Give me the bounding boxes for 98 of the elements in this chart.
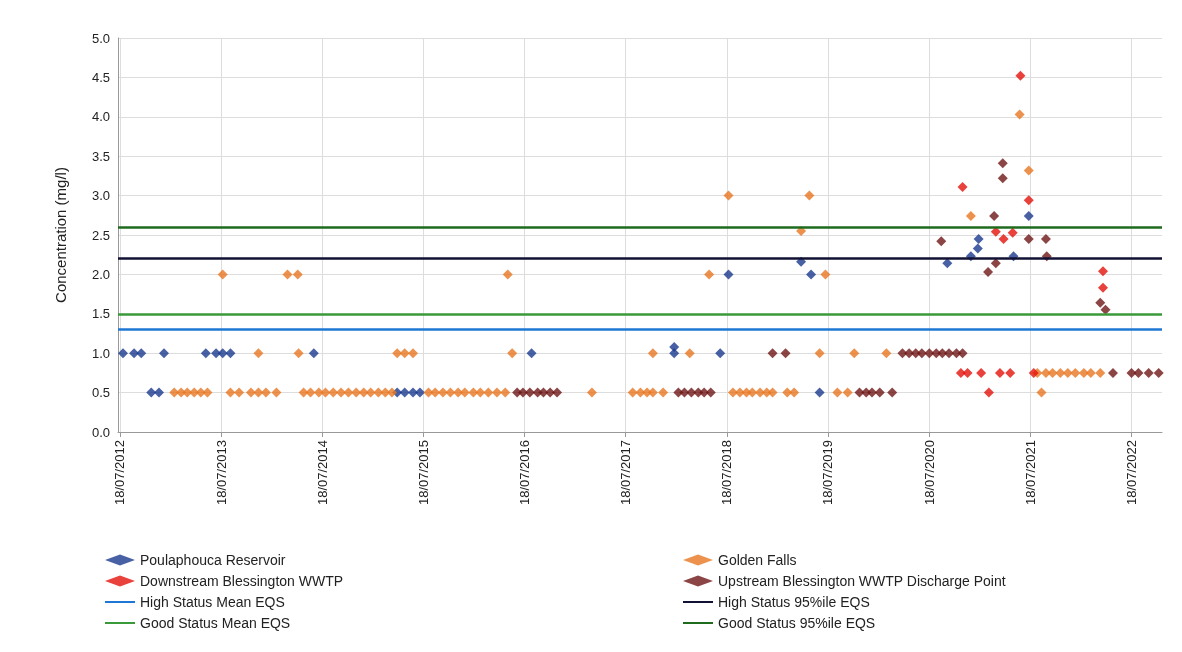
y-tick-label: 4.0 [91,109,110,125]
point [1005,367,1016,378]
point [1040,233,1051,244]
y-tick-label: 2.0 [91,266,110,282]
point [1143,367,1154,378]
point [924,348,935,359]
point [983,267,994,278]
point [1126,367,1137,378]
point [1133,367,1144,378]
point [887,387,898,398]
y-tick-label: 3.5 [91,148,110,164]
point [990,258,1001,269]
point [962,367,973,378]
x-tick-label: 18/07/2019 [820,440,836,506]
x-tick-label: 18/07/2014 [314,440,330,506]
point [1007,227,1018,238]
legend-label: Good Status Mean EQS [140,615,291,631]
point [814,387,825,398]
point [308,348,319,359]
point [705,387,716,398]
legend-label: Poulaphouca Reservoir [140,552,286,568]
x-tick-label: 18/07/2017 [618,440,634,506]
point [1028,367,1039,378]
point [1023,211,1034,222]
point [1098,282,1108,293]
point [997,158,1008,169]
x-tick-label: 18/07/2013 [213,440,229,506]
point [1098,266,1108,277]
legend-label: Golden Falls [718,552,797,568]
point [972,243,983,254]
point [957,181,968,192]
point [957,348,968,359]
point [806,269,817,280]
point [989,211,1000,222]
point [973,233,984,244]
point [414,387,425,398]
point [997,173,1008,184]
y-tick-label: 0.0 [91,424,110,440]
point [517,387,528,398]
x-tick-label: 18/07/2018 [719,440,735,506]
point [217,348,228,359]
point [158,348,169,359]
point [225,348,236,359]
point [983,387,994,398]
point [998,233,1009,244]
point [545,387,556,398]
point [117,348,128,359]
point [669,348,680,359]
point [994,367,1005,378]
point [1015,70,1026,81]
x-tick-label: 18/07/2012 [112,440,128,506]
x-tick-label: 18/07/2015 [415,440,431,506]
point [524,387,535,398]
point [1153,367,1164,378]
y-tick-label: 3.0 [91,188,110,204]
point [552,387,563,398]
y-tick-label: 2.5 [91,227,110,243]
legend-label: Good Status 95%ile EQS [718,615,876,631]
y-tick-label: 1.0 [91,345,110,361]
point [686,387,697,398]
point [942,258,953,269]
legend-label: High Status Mean EQS [140,594,285,610]
point [715,348,726,359]
point [154,387,164,398]
point [399,387,410,398]
y-tick-label: 1.5 [91,306,110,322]
point [526,348,537,359]
point [408,387,418,398]
legend-label: Downstream Blessington WWTP [140,573,344,589]
point [699,387,710,398]
point [874,387,885,398]
point [723,269,734,280]
point [200,348,211,359]
y-tick-label: 0.5 [91,385,110,401]
point [1107,367,1118,378]
point [129,348,140,359]
legend-label: High Status 95%ile EQS [718,594,870,610]
point [146,387,157,398]
x-tick-label: 18/07/2021 [1022,440,1038,506]
x-tick-label: 18/07/2022 [1124,440,1140,506]
point [1023,233,1034,244]
point [936,236,947,247]
point [1095,297,1106,308]
legend-label: Upstream Blessington WWTP Discharge Point [718,573,1006,589]
y-tick-label: 5.0 [91,30,110,46]
point [136,348,147,359]
x-tick-label: 18/07/2020 [921,440,937,506]
point [767,348,778,359]
point [1023,195,1034,206]
point [976,367,987,378]
point [943,348,954,359]
point [916,348,927,359]
y-axis-title: Concentration (mg/l) [52,167,69,303]
point [780,348,791,359]
x-tick-label: 18/07/2016 [517,440,533,506]
point [866,387,877,398]
y-tick-label: 4.5 [91,69,110,85]
point [1100,304,1111,315]
